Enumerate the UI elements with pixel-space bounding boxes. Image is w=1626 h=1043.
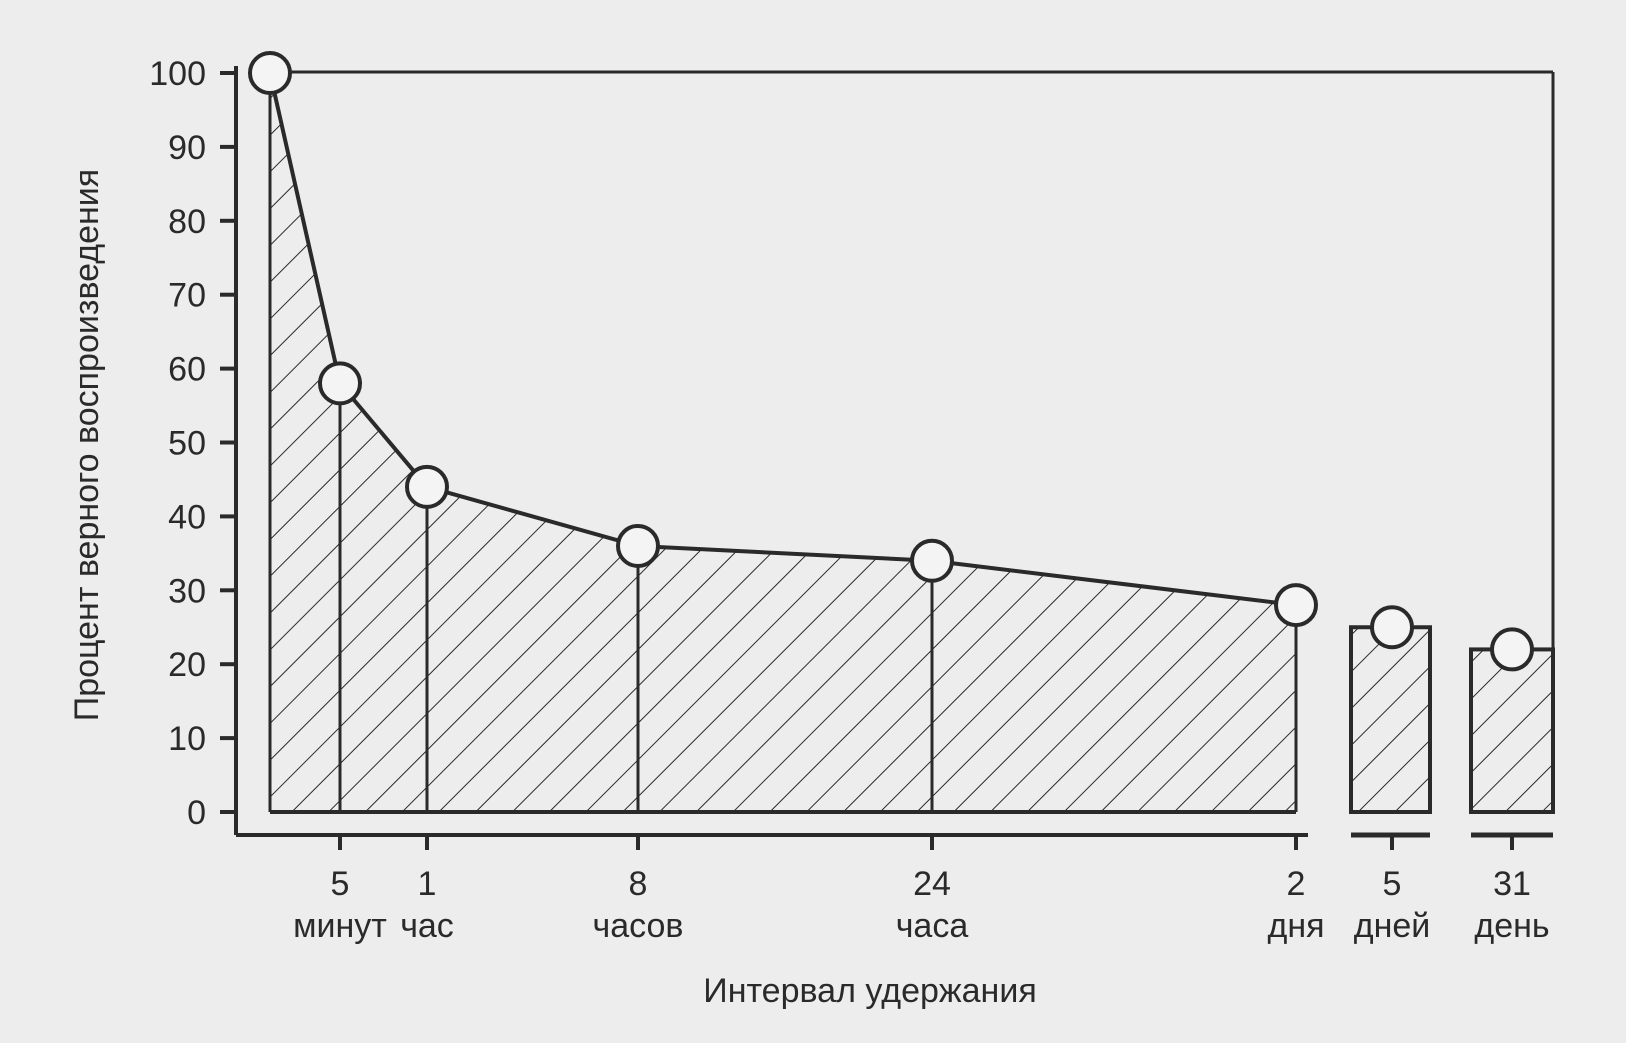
series-line bbox=[268, 72, 1297, 608]
y-tick-label-10: 10 bbox=[168, 720, 206, 758]
x-tick-unit-3: часов bbox=[593, 907, 684, 945]
x-tick-unit-5: дня bbox=[1267, 907, 1324, 945]
x-tick-number-2: 1 bbox=[418, 865, 437, 903]
y-tick-label-80: 80 bbox=[168, 203, 206, 241]
x-tick-unit-7: день bbox=[1474, 907, 1549, 945]
y-tick-label-20: 20 bbox=[168, 646, 206, 684]
data-point-5 bbox=[1274, 583, 1318, 628]
data-point-1 bbox=[318, 361, 362, 406]
x-tick-unit-6: дней bbox=[1354, 907, 1431, 945]
x-tick-number-1: 5 bbox=[331, 865, 350, 903]
x-tick-number-4: 24 bbox=[913, 865, 951, 903]
data-point-4 bbox=[910, 538, 954, 583]
retention-area-fill bbox=[270, 73, 1296, 812]
y-tick-label-60: 60 bbox=[168, 351, 206, 389]
x-axis-title: Интервал удержания bbox=[703, 972, 1036, 1010]
data-point-0 bbox=[248, 51, 292, 95]
x-axis-ticks: 5 минут 1 час 8 часов 24 часа 2 дня 5 дней 31 день bbox=[293, 835, 1550, 945]
series-line-layer bbox=[268, 72, 1297, 608]
data-point-7 bbox=[1490, 627, 1534, 672]
y-axis-title: Процент верного воспроизведения bbox=[68, 169, 106, 721]
y-tick-label-40: 40 bbox=[168, 498, 206, 536]
y-tick-label-90: 90 bbox=[168, 129, 206, 167]
data-point-2 bbox=[405, 464, 449, 509]
x-tick-number-5: 2 bbox=[1287, 865, 1306, 903]
y-tick-label-30: 30 bbox=[168, 572, 206, 610]
data-point-6 bbox=[1370, 605, 1414, 650]
x-tick-number-3: 8 bbox=[629, 865, 648, 903]
retention-bar-7 bbox=[1469, 647, 1555, 814]
y-tick-label-70: 70 bbox=[168, 277, 206, 315]
retention-bar-6 bbox=[1349, 625, 1432, 814]
y-tick-label-50: 50 bbox=[168, 425, 206, 463]
y-tick-label-100: 100 bbox=[149, 55, 206, 93]
x-tick-unit-1: минут bbox=[293, 907, 387, 945]
marker-layer bbox=[248, 51, 1534, 672]
y-axis-ticks: 0 10 20 30 40 50 60 70 80 90 100 bbox=[149, 55, 236, 832]
area-layer bbox=[270, 73, 1555, 814]
x-tick-number-6: 5 bbox=[1383, 865, 1402, 903]
data-point-3 bbox=[616, 523, 660, 568]
drop-lines bbox=[268, 73, 1298, 812]
x-tick-unit-2: час bbox=[400, 907, 454, 945]
x-tick-unit-4: часа bbox=[896, 907, 969, 945]
y-tick-label-0: 0 bbox=[187, 794, 206, 832]
x-tick-number-7: 31 bbox=[1493, 865, 1531, 903]
